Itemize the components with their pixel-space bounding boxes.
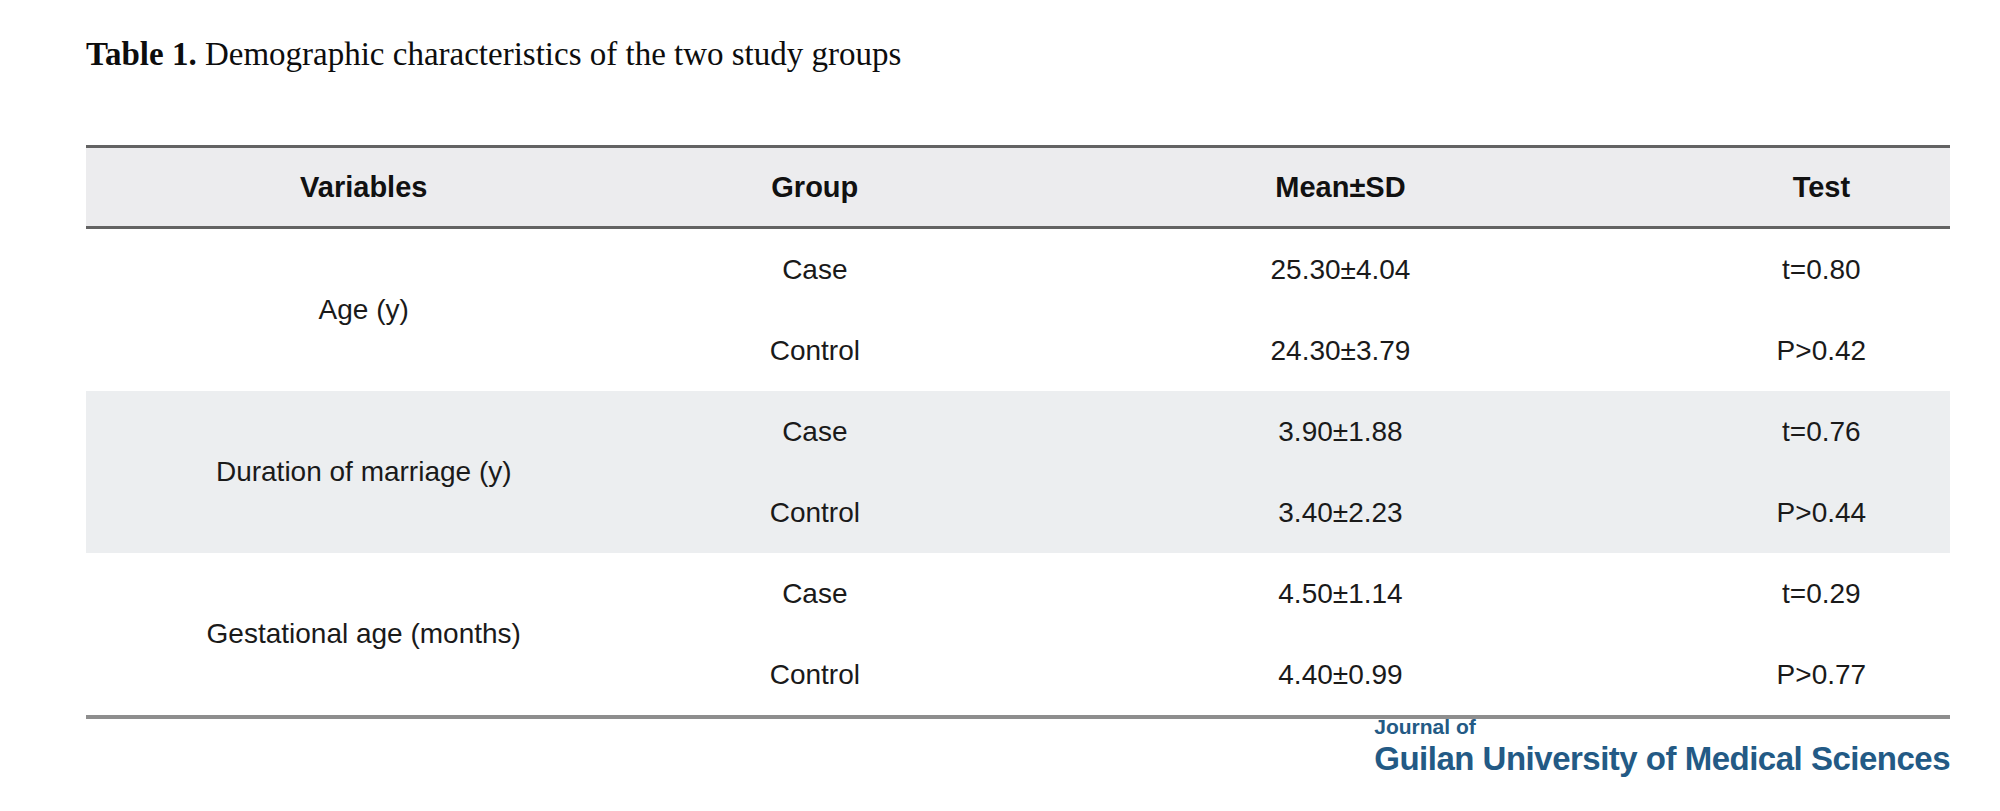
column-header-variables: Variables: [86, 147, 641, 228]
group-cell: Case: [641, 228, 988, 311]
mean-sd-cell: 25.30±4.04: [988, 228, 1693, 311]
mean-sd-cell: 4.40±0.99: [988, 634, 1693, 717]
mean-sd-cell: 3.40±2.23: [988, 472, 1693, 553]
journal-logo-prefix: Journal of: [1374, 716, 1950, 737]
journal-logo-name: Guilan University of Medical Sciences: [1374, 742, 1950, 775]
table-caption: Table 1. Demographic characteristics of …: [86, 36, 901, 73]
variable-cell: Duration of marriage (y): [86, 391, 641, 553]
mean-sd-cell: 24.30±3.79: [988, 310, 1693, 391]
test-cell: t=0.76: [1693, 391, 1950, 472]
table-row: Duration of marriage (y) Case 3.90±1.88 …: [86, 391, 1950, 472]
caption-label: Table 1.: [86, 36, 197, 72]
variable-cell: Age (y): [86, 228, 641, 392]
test-cell: P>0.44: [1693, 472, 1950, 553]
group-cell: Control: [641, 634, 988, 717]
demographics-table: Variables Group Mean±SD Test Age (y) Cas…: [86, 145, 1950, 719]
test-cell: t=0.80: [1693, 228, 1950, 311]
test-cell: t=0.29: [1693, 553, 1950, 634]
caption-text: Demographic characteristics of the two s…: [197, 36, 902, 72]
group-cell: Case: [641, 391, 988, 472]
table-row: Age (y) Case 25.30±4.04 t=0.80: [86, 228, 1950, 311]
test-cell: P>0.77: [1693, 634, 1950, 717]
column-header-test: Test: [1693, 147, 1950, 228]
test-cell: P>0.42: [1693, 310, 1950, 391]
journal-logo: Journal of Guilan University of Medical …: [1374, 716, 1950, 775]
table-row: Gestational age (months) Case 4.50±1.14 …: [86, 553, 1950, 634]
column-header-group: Group: [641, 147, 988, 228]
column-header-mean-sd: Mean±SD: [988, 147, 1693, 228]
page: Table 1. Demographic characteristics of …: [0, 0, 2000, 811]
mean-sd-cell: 4.50±1.14: [988, 553, 1693, 634]
mean-sd-cell: 3.90±1.88: [988, 391, 1693, 472]
variable-cell: Gestational age (months): [86, 553, 641, 717]
header-row: Variables Group Mean±SD Test: [86, 147, 1950, 228]
group-cell: Case: [641, 553, 988, 634]
group-cell: Control: [641, 472, 988, 553]
group-cell: Control: [641, 310, 988, 391]
